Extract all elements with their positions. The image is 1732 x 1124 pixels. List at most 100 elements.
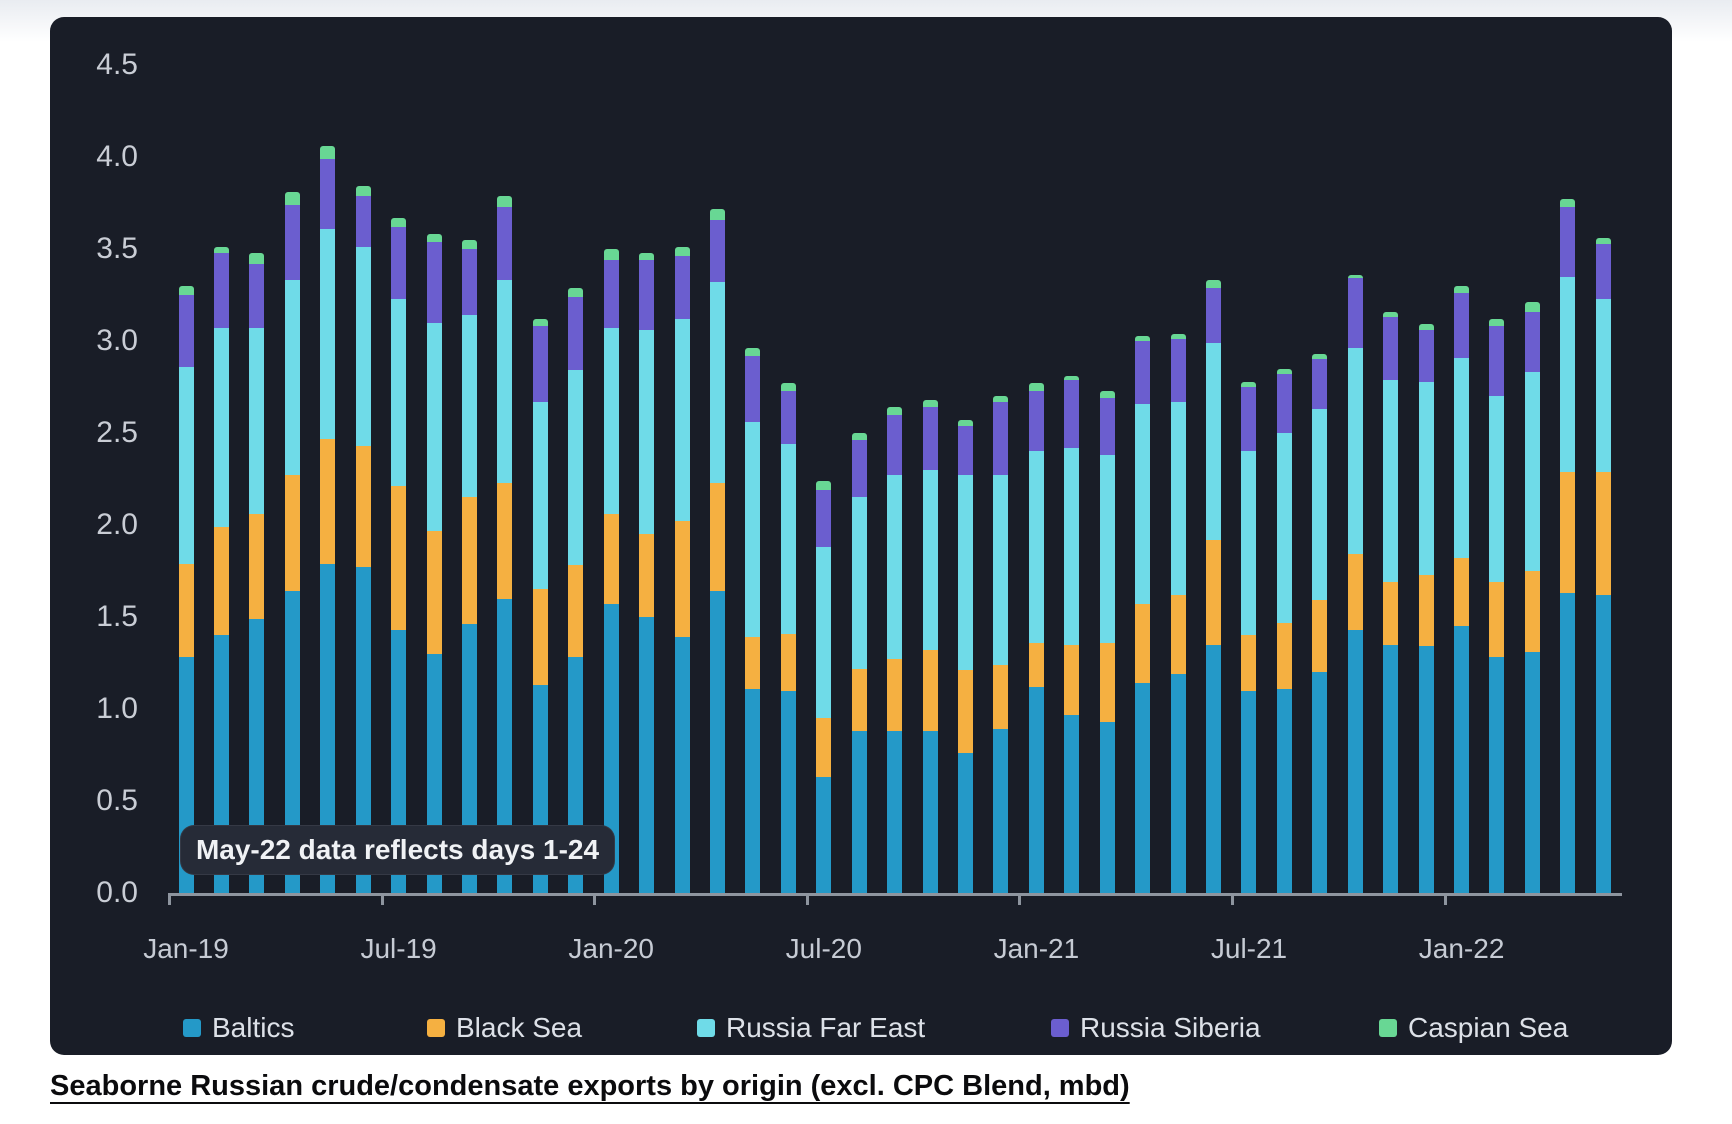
bar-segment-russia-siberia[interactable] xyxy=(1028,390,1044,452)
bar-segment-caspian-sea[interactable] xyxy=(568,287,584,297)
bar-segment-russia-far-east[interactable] xyxy=(1524,372,1540,572)
bar-segment-russia-siberia[interactable] xyxy=(957,425,973,476)
bar-segment-black-sea[interactable] xyxy=(1170,594,1186,675)
bar-segment-black-sea[interactable] xyxy=(1028,642,1044,687)
bar-May-20[interactable] xyxy=(745,348,761,893)
bar-segment-russia-far-east[interactable] xyxy=(639,329,655,535)
bar-Nov-20[interactable] xyxy=(957,420,973,893)
bar-segment-black-sea[interactable] xyxy=(249,513,265,619)
bar-segment-caspian-sea[interactable] xyxy=(284,192,300,205)
bar-segment-caspian-sea[interactable] xyxy=(249,252,265,264)
bar-segment-russia-siberia[interactable] xyxy=(993,401,1009,476)
bar-segment-caspian-sea[interactable] xyxy=(816,480,832,491)
bar-segment-baltics[interactable] xyxy=(957,753,973,893)
legend-item-russia-siberia[interactable]: Russia Siberia xyxy=(1051,1012,1261,1044)
bar-segment-russia-far-east[interactable] xyxy=(1383,379,1399,583)
legend-item-black-sea[interactable]: Black Sea xyxy=(427,1012,582,1044)
bar-Sep-19[interactable] xyxy=(461,239,477,893)
bar-segment-russia-far-east[interactable] xyxy=(745,421,761,638)
bar-segment-russia-siberia[interactable] xyxy=(355,195,371,248)
bar-Jan-22[interactable] xyxy=(1453,285,1469,893)
bar-Nov-19[interactable] xyxy=(532,318,548,893)
bar-segment-black-sea[interactable] xyxy=(497,482,513,599)
bar-Jun-19[interactable] xyxy=(355,186,371,893)
bar-segment-russia-far-east[interactable] xyxy=(1347,348,1363,555)
bar-segment-baltics[interactable] xyxy=(1347,629,1363,893)
bar-Jun-20[interactable] xyxy=(780,383,796,893)
bar-segment-russia-far-east[interactable] xyxy=(532,401,548,590)
bar-segment-caspian-sea[interactable] xyxy=(1383,311,1399,318)
bar-segment-russia-far-east[interactable] xyxy=(497,280,513,483)
bar-segment-russia-far-east[interactable] xyxy=(1312,409,1328,601)
bar-segment-russia-far-east[interactable] xyxy=(1595,298,1611,472)
bar-segment-russia-siberia[interactable] xyxy=(178,295,194,367)
legend-item-caspian-sea[interactable]: Caspian Sea xyxy=(1379,1012,1568,1044)
bar-Dec-21[interactable] xyxy=(1418,324,1434,893)
bar-Feb-20[interactable] xyxy=(639,252,655,893)
bar-segment-russia-siberia[interactable] xyxy=(1595,243,1611,299)
bar-segment-baltics[interactable] xyxy=(603,604,619,893)
bar-segment-black-sea[interactable] xyxy=(213,526,229,636)
bar-segment-baltics[interactable] xyxy=(1064,714,1080,893)
bar-segment-russia-far-east[interactable] xyxy=(1453,357,1469,559)
bar-segment-russia-siberia[interactable] xyxy=(1170,339,1186,402)
bar-segment-russia-siberia[interactable] xyxy=(709,219,725,283)
bar-segment-black-sea[interactable] xyxy=(461,497,477,625)
bar-segment-black-sea[interactable] xyxy=(1383,582,1399,645)
bar-segment-baltics[interactable] xyxy=(887,731,903,893)
bar-May-19[interactable] xyxy=(320,146,336,893)
bar-segment-russia-siberia[interactable] xyxy=(1205,287,1221,343)
legend-item-russia-far-east[interactable]: Russia Far East xyxy=(697,1012,925,1044)
bar-segment-russia-siberia[interactable] xyxy=(1347,278,1363,349)
bar-segment-russia-far-east[interactable] xyxy=(674,318,690,522)
bar-segment-caspian-sea[interactable] xyxy=(1028,383,1044,391)
bar-segment-black-sea[interactable] xyxy=(816,718,832,778)
bar-segment-caspian-sea[interactable] xyxy=(1099,390,1115,399)
bar-segment-russia-siberia[interactable] xyxy=(1099,398,1115,456)
bar-segment-russia-far-east[interactable] xyxy=(426,322,442,531)
bar-segment-russia-far-east[interactable] xyxy=(922,469,938,651)
bar-segment-russia-siberia[interactable] xyxy=(568,296,584,371)
bar-segment-russia-siberia[interactable] xyxy=(887,414,903,476)
bar-segment-black-sea[interactable] xyxy=(568,565,584,658)
bar-segment-russia-siberia[interactable] xyxy=(674,256,690,319)
bar-Feb-21[interactable] xyxy=(1064,376,1080,893)
bar-segment-black-sea[interactable] xyxy=(780,633,796,691)
bar-segment-caspian-sea[interactable] xyxy=(213,247,229,253)
bar-segment-black-sea[interactable] xyxy=(993,664,1009,730)
bar-segment-black-sea[interactable] xyxy=(851,668,867,732)
bar-segment-baltics[interactable] xyxy=(922,731,938,893)
bar-segment-russia-siberia[interactable] xyxy=(1312,359,1328,410)
bar-segment-caspian-sea[interactable] xyxy=(391,217,407,227)
bar-segment-caspian-sea[interactable] xyxy=(1560,199,1576,207)
bar-segment-baltics[interactable] xyxy=(1170,674,1186,893)
bar-segment-russia-siberia[interactable] xyxy=(391,226,407,299)
bar-segment-russia-far-east[interactable] xyxy=(1418,381,1434,575)
bar-Mar-22[interactable] xyxy=(1524,302,1540,893)
bar-segment-russia-far-east[interactable] xyxy=(1276,433,1292,623)
bar-segment-caspian-sea[interactable] xyxy=(674,247,690,257)
bar-Jul-20[interactable] xyxy=(816,480,832,893)
bar-segment-caspian-sea[interactable] xyxy=(1453,285,1469,294)
bar-Aug-19[interactable] xyxy=(426,234,442,893)
bar-segment-russia-siberia[interactable] xyxy=(1418,330,1434,382)
bar-Apr-20[interactable] xyxy=(709,208,725,893)
bar-segment-russia-siberia[interactable] xyxy=(851,440,867,498)
bar-Dec-19[interactable] xyxy=(568,287,584,893)
bar-segment-caspian-sea[interactable] xyxy=(603,249,619,261)
bar-segment-caspian-sea[interactable] xyxy=(1489,318,1505,327)
bar-segment-caspian-sea[interactable] xyxy=(851,433,867,441)
bar-segment-caspian-sea[interactable] xyxy=(1418,324,1434,330)
bar-segment-russia-far-east[interactable] xyxy=(461,315,477,498)
bar-segment-russia-far-east[interactable] xyxy=(355,247,371,446)
bar-segment-russia-far-east[interactable] xyxy=(391,298,407,487)
bar-Jan-20[interactable] xyxy=(603,249,619,893)
bar-segment-russia-far-east[interactable] xyxy=(1028,451,1044,643)
bar-segment-black-sea[interactable] xyxy=(178,563,194,658)
bar-segment-russia-far-east[interactable] xyxy=(1170,401,1186,595)
bar-segment-black-sea[interactable] xyxy=(1064,644,1080,715)
bar-segment-russia-siberia[interactable] xyxy=(532,326,548,402)
bar-segment-russia-far-east[interactable] xyxy=(1135,403,1151,605)
bar-segment-russia-siberia[interactable] xyxy=(461,249,477,316)
legend-item-baltics[interactable]: Baltics xyxy=(183,1012,294,1044)
